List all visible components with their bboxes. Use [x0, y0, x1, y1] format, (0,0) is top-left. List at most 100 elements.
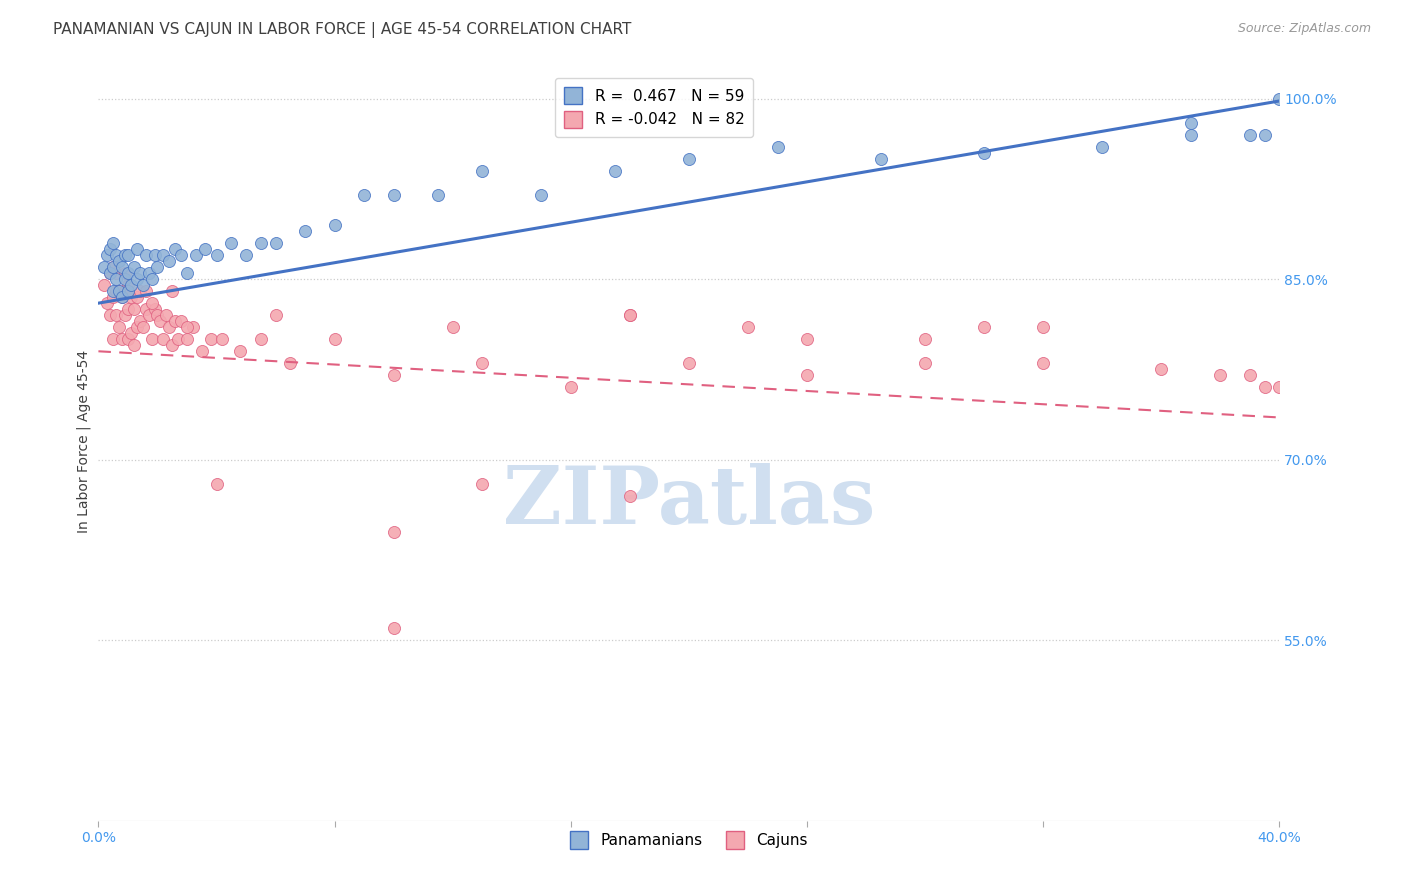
Point	[135, 248, 157, 262]
Point	[143, 248, 166, 262]
Text: PANAMANIAN VS CAJUN IN LABOR FORCE | AGE 45-54 CORRELATION CHART: PANAMANIAN VS CAJUN IN LABOR FORCE | AGE…	[53, 22, 631, 38]
Point	[128, 314, 150, 328]
Point	[973, 145, 995, 160]
Point	[353, 187, 375, 202]
Point	[141, 296, 163, 310]
Point	[870, 152, 893, 166]
Point	[167, 332, 190, 346]
Point	[122, 302, 145, 317]
Point	[128, 284, 150, 298]
Point	[111, 260, 134, 274]
Point	[114, 272, 136, 286]
Point	[108, 284, 131, 298]
Point	[382, 621, 405, 635]
Point	[103, 284, 125, 298]
Point	[1254, 128, 1277, 142]
Point	[619, 308, 641, 322]
Point	[1032, 356, 1054, 370]
Point	[211, 332, 233, 346]
Point	[441, 320, 464, 334]
Point	[98, 266, 121, 280]
Point	[132, 278, 155, 293]
Point	[125, 242, 148, 256]
Point	[191, 344, 214, 359]
Point	[111, 290, 134, 304]
Point	[111, 290, 134, 304]
Point	[914, 356, 936, 370]
Point	[323, 218, 346, 232]
Point	[1239, 368, 1261, 383]
Point	[117, 248, 139, 262]
Point	[103, 235, 125, 250]
Point	[114, 308, 136, 322]
Point	[93, 260, 115, 274]
Text: ZIPatlas: ZIPatlas	[503, 463, 875, 541]
Point	[122, 338, 145, 352]
Point	[619, 489, 641, 503]
Y-axis label: In Labor Force | Age 45-54: In Labor Force | Age 45-54	[77, 350, 91, 533]
Point	[135, 284, 157, 298]
Point	[181, 320, 204, 334]
Point	[141, 272, 163, 286]
Point	[250, 235, 273, 250]
Point	[200, 332, 222, 346]
Point	[1268, 91, 1291, 105]
Point	[165, 314, 187, 328]
Point	[560, 380, 582, 394]
Point	[103, 290, 125, 304]
Point	[143, 302, 166, 317]
Point	[138, 308, 160, 322]
Point	[1180, 128, 1202, 142]
Point	[1032, 320, 1054, 334]
Point	[120, 290, 142, 304]
Point	[108, 284, 131, 298]
Point	[157, 320, 180, 334]
Point	[264, 308, 287, 322]
Point	[96, 296, 118, 310]
Point	[105, 308, 128, 322]
Point	[108, 320, 131, 334]
Point	[605, 163, 627, 178]
Point	[152, 248, 174, 262]
Point	[1268, 380, 1291, 394]
Point	[152, 332, 174, 346]
Legend: Panamanians, Cajuns: Panamanians, Cajuns	[564, 825, 814, 855]
Point	[184, 248, 207, 262]
Point	[1150, 362, 1173, 376]
Point	[1239, 128, 1261, 142]
Point	[141, 332, 163, 346]
Point	[98, 266, 121, 280]
Point	[105, 284, 128, 298]
Point	[205, 248, 228, 262]
Point	[117, 266, 139, 280]
Point	[766, 139, 789, 153]
Point	[678, 152, 700, 166]
Point	[1254, 380, 1277, 394]
Point	[914, 332, 936, 346]
Point	[103, 260, 125, 274]
Point	[93, 278, 115, 293]
Point	[205, 476, 228, 491]
Point	[125, 272, 148, 286]
Point	[280, 356, 302, 370]
Point	[619, 308, 641, 322]
Point	[235, 248, 257, 262]
Point	[146, 260, 169, 274]
Point	[221, 235, 243, 250]
Point	[108, 254, 131, 268]
Point	[105, 248, 128, 262]
Point	[471, 476, 494, 491]
Point	[120, 278, 142, 293]
Point	[138, 266, 160, 280]
Point	[98, 308, 121, 322]
Point	[117, 332, 139, 346]
Point	[117, 278, 139, 293]
Point	[128, 266, 150, 280]
Point	[530, 187, 553, 202]
Point	[149, 314, 172, 328]
Point	[117, 302, 139, 317]
Point	[117, 284, 139, 298]
Point	[105, 266, 128, 280]
Point	[103, 260, 125, 274]
Point	[162, 338, 183, 352]
